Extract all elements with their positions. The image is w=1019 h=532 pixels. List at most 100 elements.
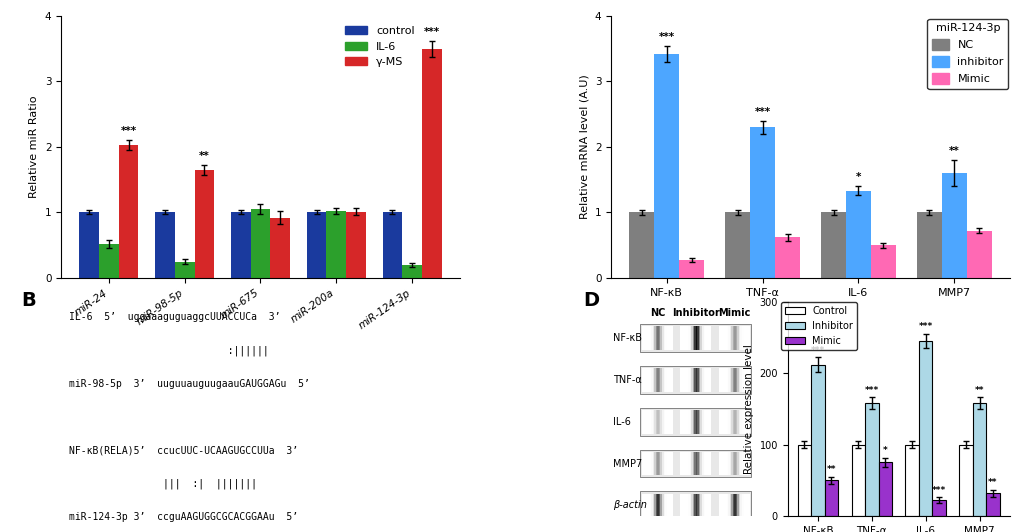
Bar <box>698 410 700 434</box>
Bar <box>647 326 649 350</box>
Bar <box>692 368 694 392</box>
Bar <box>652 452 653 475</box>
Bar <box>658 452 660 475</box>
Text: NC: NC <box>649 308 664 318</box>
Bar <box>692 494 694 517</box>
Bar <box>661 368 663 392</box>
Bar <box>99 244 118 278</box>
Bar <box>661 410 663 434</box>
Bar <box>641 410 643 434</box>
Bar <box>667 452 669 475</box>
Bar <box>797 445 810 516</box>
Bar <box>655 326 656 350</box>
Bar <box>691 410 692 434</box>
Bar <box>643 326 644 350</box>
Bar <box>656 368 658 392</box>
Bar <box>694 452 695 475</box>
Bar <box>734 452 735 475</box>
Bar <box>731 326 732 350</box>
Bar <box>726 326 728 350</box>
Bar <box>718 452 719 475</box>
Bar <box>680 368 682 392</box>
Bar <box>698 326 700 350</box>
Bar <box>689 452 691 475</box>
Bar <box>643 494 644 517</box>
Bar <box>655 368 656 392</box>
Bar <box>732 368 734 392</box>
Bar <box>688 452 689 475</box>
Bar <box>744 410 746 434</box>
Y-axis label: Relative expression level: Relative expression level <box>743 344 753 474</box>
Bar <box>649 452 650 475</box>
Bar <box>731 368 732 392</box>
Bar <box>650 452 652 475</box>
Bar <box>746 368 747 392</box>
Bar <box>641 494 643 517</box>
Bar <box>682 494 683 517</box>
Bar <box>700 452 701 475</box>
Bar <box>698 494 700 517</box>
Bar <box>666 368 667 392</box>
Bar <box>722 452 725 475</box>
Bar <box>669 368 671 392</box>
Bar <box>722 368 725 392</box>
Bar <box>646 410 647 434</box>
Bar <box>738 452 740 475</box>
Bar <box>703 452 704 475</box>
Bar <box>972 403 985 516</box>
Bar <box>697 326 698 350</box>
Bar <box>864 403 877 516</box>
Bar <box>691 326 692 350</box>
Bar <box>685 410 686 434</box>
Polygon shape <box>640 492 750 519</box>
Legend: NC, inhibitor, Mimic: NC, inhibitor, Mimic <box>926 19 1007 89</box>
Bar <box>701 326 703 350</box>
Bar <box>644 452 646 475</box>
Bar <box>706 494 707 517</box>
Text: *: * <box>882 446 887 455</box>
Bar <box>647 452 649 475</box>
Bar <box>747 494 749 517</box>
Bar <box>741 494 743 517</box>
Bar <box>747 326 749 350</box>
Bar <box>685 326 686 350</box>
Bar <box>195 170 214 278</box>
Bar <box>695 494 697 517</box>
Text: D: D <box>583 291 599 310</box>
Text: **: ** <box>948 146 959 156</box>
Text: **: ** <box>199 151 210 161</box>
Text: *: * <box>855 172 860 182</box>
Text: ***: *** <box>754 107 770 117</box>
Bar <box>667 368 669 392</box>
Bar <box>688 410 689 434</box>
Legend: Control, Inhibitor, Mimic: Control, Inhibitor, Mimic <box>781 302 856 350</box>
Text: ***: *** <box>658 32 675 42</box>
Bar <box>810 364 823 516</box>
Bar <box>644 410 646 434</box>
Bar <box>658 368 660 392</box>
Bar <box>644 326 646 350</box>
Bar <box>688 368 689 392</box>
Bar <box>735 494 737 517</box>
Bar <box>666 410 667 434</box>
Bar <box>743 326 744 350</box>
Bar <box>641 368 643 392</box>
Bar <box>682 410 683 434</box>
Bar <box>729 410 731 434</box>
Bar <box>703 410 704 434</box>
Bar <box>666 494 667 517</box>
Bar <box>686 326 688 350</box>
Bar <box>629 212 653 278</box>
Bar <box>741 368 743 392</box>
Bar <box>652 326 653 350</box>
Text: miR-124-3p 3’  ccguAAGUGGCGCACGGAAu  5’: miR-124-3p 3’ ccguAAGUGGCGCACGGAAu 5’ <box>69 512 298 522</box>
Bar <box>725 410 726 434</box>
Bar <box>701 410 703 434</box>
Bar <box>667 494 669 517</box>
Bar <box>663 494 664 517</box>
Text: **: ** <box>987 478 997 487</box>
Bar <box>738 494 740 517</box>
Bar <box>747 452 749 475</box>
Bar <box>669 410 671 434</box>
Bar <box>709 494 710 517</box>
